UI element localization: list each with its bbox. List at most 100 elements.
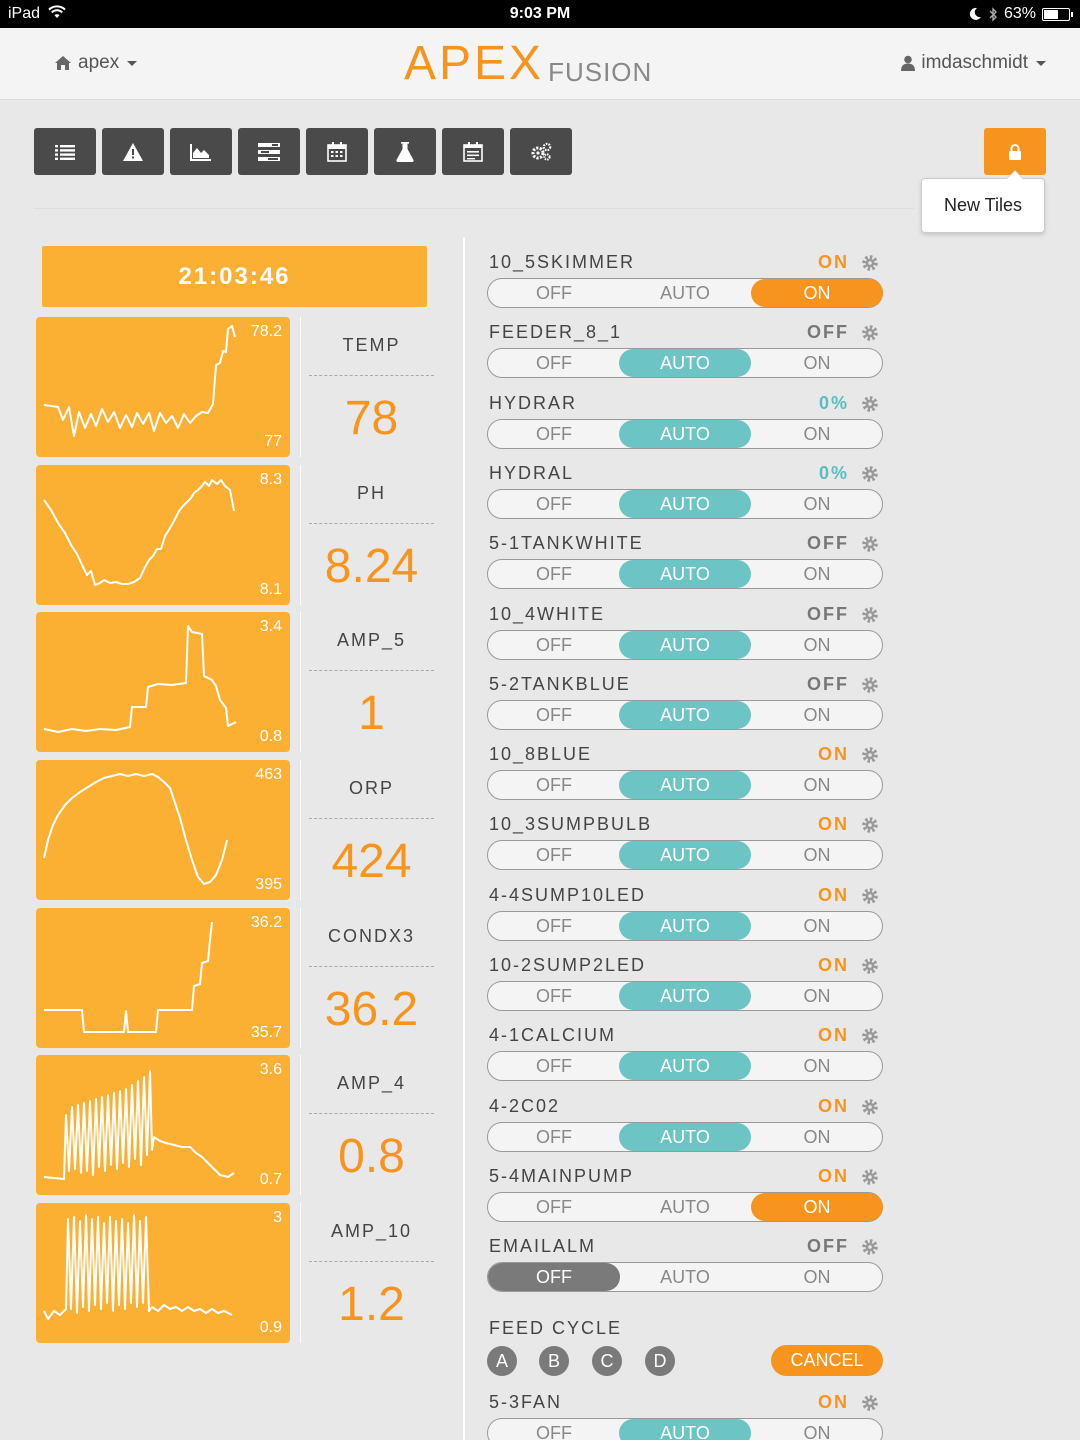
mode-off-option[interactable]: OFF (536, 1126, 572, 1147)
mode-auto-option[interactable]: AUTO (660, 283, 710, 303)
dashboard-list-button[interactable] (34, 128, 96, 175)
gear-icon[interactable] (861, 395, 879, 413)
mode-off-option[interactable]: OFF (536, 986, 572, 1006)
gear-icon[interactable] (861, 746, 879, 764)
probe-tile[interactable]: 3 0.9 AMP_10 1.2 (36, 1203, 436, 1343)
tasks-button[interactable] (238, 128, 300, 175)
gear-icon[interactable] (861, 887, 879, 905)
feed-b-button[interactable]: B (539, 1346, 569, 1376)
mode-on-option[interactable]: ON (803, 634, 831, 655)
mode-auto-option[interactable]: AUTO (619, 630, 751, 659)
probe-tile[interactable]: 3.6 0.7 AMP_4 0.8 (36, 1055, 436, 1195)
gear-icon[interactable] (861, 816, 879, 834)
feed-d-button[interactable]: D (645, 1346, 675, 1376)
mode-on-option[interactable]: ON (751, 279, 883, 307)
probe-name: AMP_5 (336, 630, 407, 650)
mode-on-option[interactable]: ON (803, 704, 831, 725)
probe-sparkline (43, 325, 236, 437)
mode-auto-option[interactable]: AUTO (619, 349, 751, 378)
mode-auto-option[interactable]: AUTO (619, 1052, 751, 1081)
probe-min: 0.8 (259, 728, 282, 745)
probe-graph[interactable]: 463 395 (36, 760, 290, 900)
feed-cancel-button[interactable]: CANCEL (771, 1345, 883, 1376)
probe-separator (309, 1261, 434, 1262)
mode-off-option[interactable]: OFF (536, 1056, 572, 1077)
mode-on-option[interactable]: ON (803, 1423, 831, 1440)
probe-graph[interactable]: 78.2 77 (36, 317, 290, 457)
mode-auto-option[interactable]: AUTO (619, 982, 751, 1010)
mode-auto-option[interactable]: AUTO (619, 911, 751, 940)
alarms-button[interactable] (102, 128, 164, 175)
measurements-button[interactable] (374, 128, 436, 175)
gear-icon[interactable] (861, 676, 879, 694)
gear-icon[interactable] (861, 1098, 879, 1116)
mode-auto-option[interactable]: AUTO (619, 700, 751, 729)
mode-on-option[interactable]: ON (803, 1126, 831, 1147)
mode-auto-option[interactable]: AUTO (660, 1267, 710, 1288)
mode-auto-option[interactable]: AUTO (619, 419, 751, 448)
mode-auto-option[interactable]: AUTO (619, 1419, 751, 1440)
calendar-button[interactable] (306, 128, 368, 175)
mode-on-option[interactable]: ON (803, 1267, 831, 1288)
gear-icon[interactable] (861, 324, 879, 342)
probe-graph[interactable]: 3.4 0.8 (36, 612, 290, 752)
mode-on-option[interactable]: ON (803, 493, 831, 514)
mode-auto-option[interactable]: AUTO (619, 841, 751, 870)
home-menu[interactable]: apex (54, 52, 138, 74)
mode-off-option[interactable]: OFF (488, 1263, 620, 1292)
gear-icon[interactable] (861, 1394, 879, 1412)
mode-on-option[interactable]: ON (803, 423, 831, 444)
probe-tile[interactable]: 36.2 35.7 CONDX3 36.2 (36, 908, 436, 1048)
graphs-button[interactable] (170, 128, 232, 175)
mode-on-option[interactable]: ON (751, 1192, 883, 1221)
gear-icon[interactable] (861, 1027, 879, 1045)
mode-auto-option[interactable]: AUTO (660, 1196, 710, 1217)
probe-tile[interactable]: 463 395 ORP 424 (36, 760, 436, 900)
gear-icon[interactable] (861, 465, 879, 483)
notes-button[interactable] (442, 128, 504, 175)
mode-off-option[interactable]: OFF (536, 1423, 572, 1440)
mode-on-option[interactable]: ON (803, 353, 831, 374)
mode-off-option[interactable]: OFF (536, 493, 572, 514)
probe-graph[interactable]: 3.6 0.7 (36, 1055, 290, 1195)
probe-tile[interactable]: 8.3 8.1 PH 8.24 (36, 465, 436, 605)
gear-icon[interactable] (861, 1168, 879, 1186)
mode-off-option[interactable]: OFF (536, 775, 572, 796)
mode-off-option[interactable]: OFF (536, 564, 572, 585)
mode-off-option[interactable]: OFF (536, 704, 572, 725)
mode-on-option[interactable]: ON (803, 986, 831, 1006)
probe-graph[interactable]: 36.2 35.7 (36, 908, 290, 1048)
probe-graph[interactable]: 3 0.9 (36, 1203, 290, 1343)
gear-icon[interactable] (861, 535, 879, 553)
mode-auto-option[interactable]: AUTO (619, 1122, 751, 1151)
feed-a-button[interactable]: A (487, 1346, 517, 1376)
mode-off-option[interactable]: OFF (536, 845, 572, 866)
settings-button[interactable] (510, 128, 572, 175)
mode-auto-option[interactable]: AUTO (619, 489, 751, 518)
outlet-name: HYDRAL (489, 462, 575, 483)
mode-off-option[interactable]: OFF (536, 915, 572, 936)
probe-tile[interactable]: 78.2 77 TEMP 78 (36, 317, 436, 457)
mode-on-option[interactable]: ON (803, 775, 831, 796)
feed-c-button[interactable]: C (592, 1346, 622, 1376)
mode-on-option[interactable]: ON (803, 564, 831, 585)
mode-off-option[interactable]: OFF (536, 283, 572, 303)
mode-off-option[interactable]: OFF (536, 1196, 572, 1217)
mode-auto-option[interactable]: AUTO (619, 771, 751, 800)
lock-tiles-button[interactable] (984, 128, 1046, 175)
new-tiles-tooltip: New Tiles (921, 170, 1045, 233)
gear-icon[interactable] (861, 606, 879, 624)
mode-auto-option[interactable]: AUTO (619, 560, 751, 589)
mode-on-option[interactable]: ON (803, 915, 831, 936)
gear-icon[interactable] (861, 254, 879, 272)
gear-icon[interactable] (861, 1238, 879, 1256)
mode-on-option[interactable]: ON (803, 845, 831, 866)
user-menu[interactable]: imdaschmidt (901, 52, 1046, 74)
probe-graph[interactable]: 8.3 8.1 (36, 465, 290, 605)
mode-off-option[interactable]: OFF (536, 423, 572, 444)
mode-off-option[interactable]: OFF (536, 353, 572, 374)
gear-icon[interactable] (861, 957, 879, 975)
mode-off-option[interactable]: OFF (536, 634, 572, 655)
mode-on-option[interactable]: ON (803, 1056, 831, 1077)
probe-tile[interactable]: 3.4 0.8 AMP_5 1 (36, 612, 436, 752)
